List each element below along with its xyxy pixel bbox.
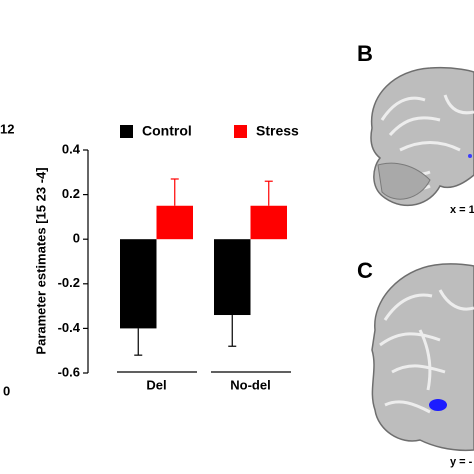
y-tick-label: -0.6 <box>58 364 80 379</box>
bar-chart: -0.6 -0.4 -0.2 0 0.2 0.4 Control Stress Del No-de… <box>58 123 299 393</box>
coordinate-label: y = - <box>450 456 473 468</box>
coordinate-label: x = 1 <box>450 204 474 216</box>
y-tick-label: -0.2 <box>58 275 80 290</box>
brain-image-c <box>371 263 474 452</box>
brain-image-b <box>370 66 474 207</box>
legend-label: Control <box>142 123 192 139</box>
y-tick-label: 0.2 <box>62 186 80 201</box>
cropped-text: 12 <box>0 121 14 136</box>
x-tick-label: No-del <box>230 377 270 392</box>
bar <box>120 239 157 329</box>
bar <box>250 205 287 240</box>
panel-label: C <box>357 258 373 283</box>
x-tick-label: Del <box>146 377 166 392</box>
y-tick-label: 0 <box>73 231 80 246</box>
bar <box>156 205 193 240</box>
y-axis-title: Parameter estimates [15 23 -4] <box>33 167 48 354</box>
y-tick-label: -0.4 <box>58 320 81 335</box>
legend-swatch <box>234 125 247 138</box>
bar <box>214 239 251 316</box>
y-tick-label: 0.4 <box>62 141 81 156</box>
legend-swatch <box>120 125 133 138</box>
panel-label: B <box>357 41 373 66</box>
legend-label: Stress <box>256 123 299 139</box>
cropped-text: 0 <box>3 383 10 398</box>
